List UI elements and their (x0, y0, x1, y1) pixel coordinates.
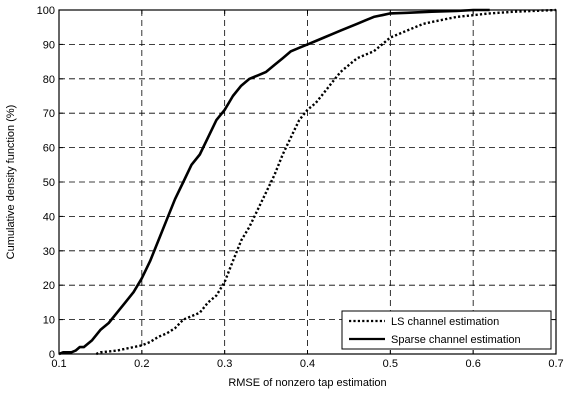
y-axis-title: Cumulative density function (%) (5, 105, 17, 260)
y-tick-label: 20 (43, 280, 55, 292)
y-tick-label: 0 (49, 349, 55, 361)
x-tick-label: 0.5 (383, 358, 398, 370)
x-axis-title: RMSE of nonzero tap estimation (228, 377, 386, 389)
grid-lines (59, 10, 556, 354)
legend-label-sparse: Sparse channel estimation (391, 334, 521, 346)
x-tick-label: 0.7 (548, 358, 563, 370)
legend-box (341, 310, 552, 350)
y-tick-label: 100 (37, 5, 55, 17)
x-tick-label: 0.4 (300, 358, 315, 370)
y-tick-label: 40 (43, 211, 55, 223)
legend-label-ls: LS channel estimation (391, 316, 499, 328)
x-tick-label: 0.6 (466, 358, 481, 370)
legend: LS channel estimation Sparse channel est… (341, 310, 552, 350)
y-tick-label: 60 (43, 143, 55, 155)
sparse-series-line (58, 8, 490, 356)
axis-ticks: 0.1 0.2 0.3 0.4 0.5 0.6 0.7 0 10 20 30 40 50 60 70 80 90… (37, 5, 564, 370)
y-tick-label: 30 (43, 246, 55, 258)
series-lines (58, 8, 557, 356)
y-tick-label: 10 (43, 315, 55, 327)
x-tick-label: 0.1 (51, 358, 66, 370)
y-tick-label: 70 (43, 108, 55, 120)
y-tick-label: 50 (43, 177, 55, 189)
x-tick-label: 0.3 (217, 358, 232, 370)
y-tick-label: 90 (43, 39, 55, 51)
x-tick-label: 0.2 (134, 358, 149, 370)
y-tick-label: 80 (43, 74, 55, 86)
ls-series-line (95, 8, 557, 356)
